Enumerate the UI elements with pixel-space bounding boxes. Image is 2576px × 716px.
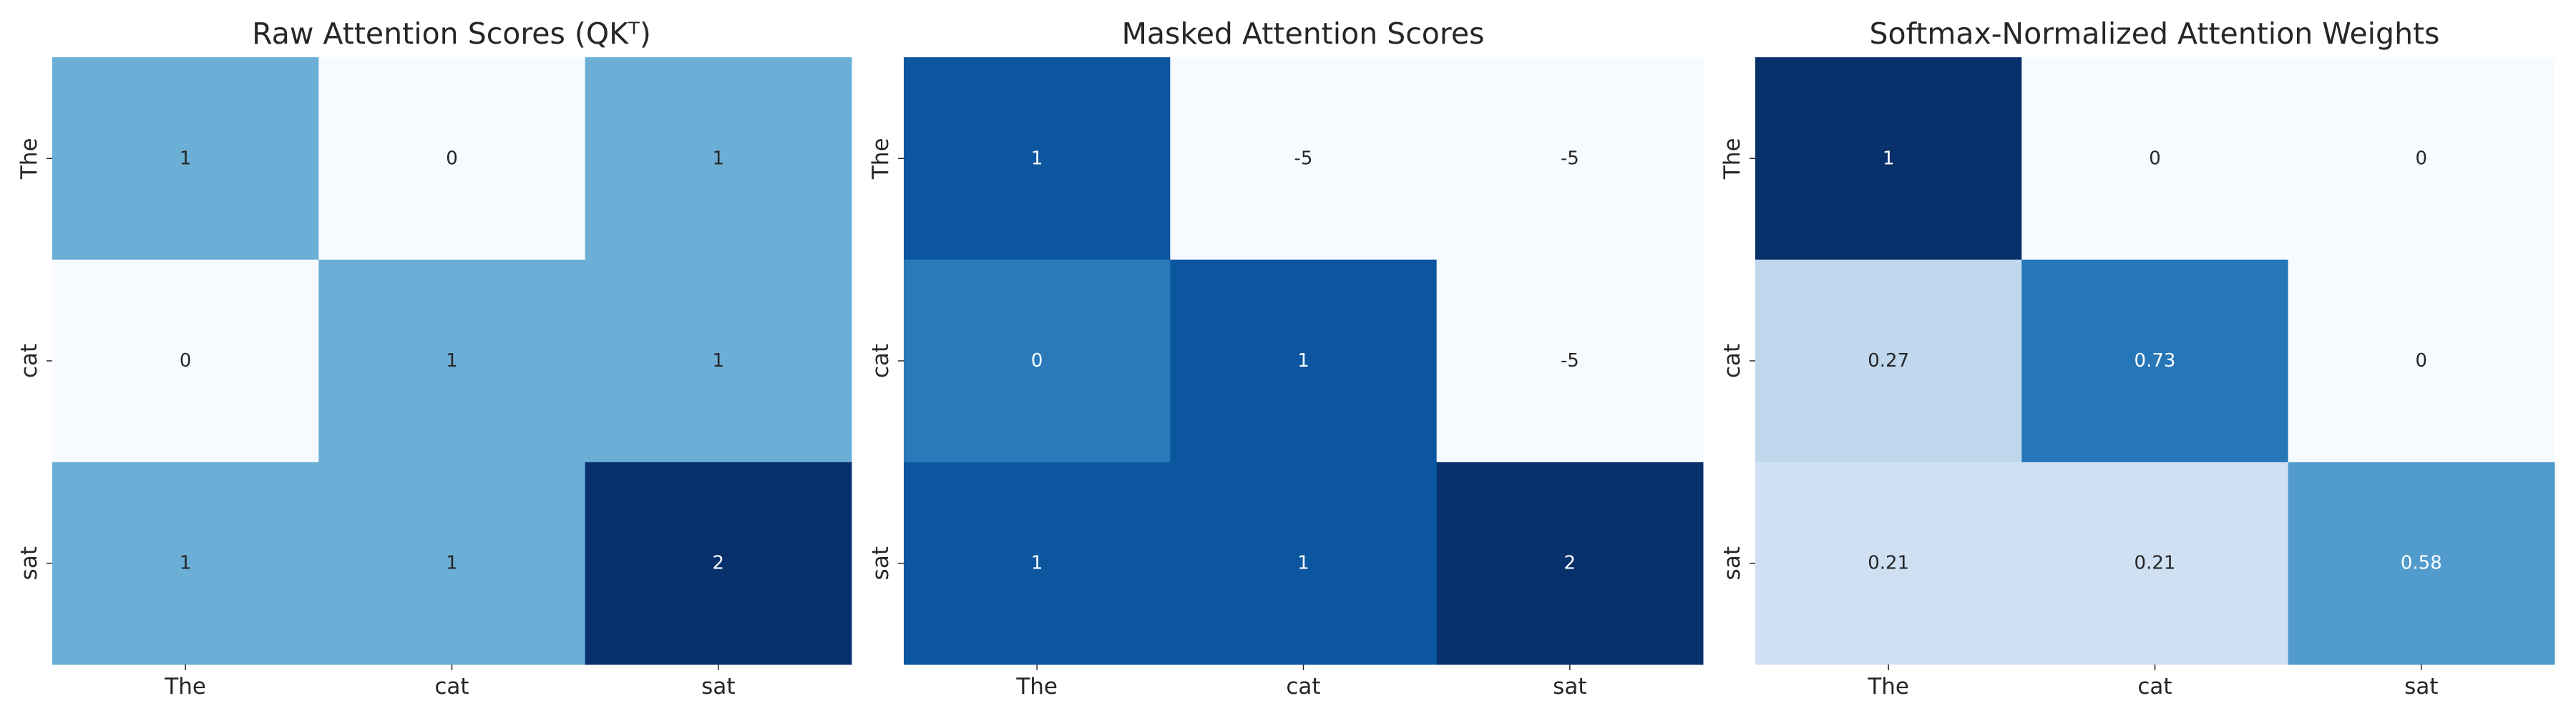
y-tick-label: sat bbox=[16, 546, 42, 580]
heatmap-cell bbox=[1436, 57, 1704, 261]
cell-value-label: 0.21 bbox=[1868, 553, 1909, 574]
heatmap-cell bbox=[2288, 57, 2555, 261]
x-tick-label: The bbox=[1015, 674, 1058, 700]
cell-value-label: -5 bbox=[1561, 350, 1579, 372]
cell-value-label: 1 bbox=[1297, 350, 1309, 372]
y-tick-label: sat bbox=[868, 546, 894, 580]
heatmap-cell bbox=[1170, 259, 1438, 463]
y-tick-label: The bbox=[16, 138, 42, 180]
heatmap-panel-masked-scores: Masked Attention Scores 1 -5 -5 0 1 -5 1 1 2 The c… bbox=[868, 16, 1704, 700]
x-tick-label: sat bbox=[2404, 674, 2438, 700]
heatmap-cell bbox=[1755, 462, 2022, 665]
heatmap-cell bbox=[904, 259, 1171, 463]
cell-value-label: 0 bbox=[2416, 147, 2428, 169]
cell-value-label: 0.21 bbox=[2135, 553, 2176, 574]
cell-value-label: 1 bbox=[713, 350, 725, 372]
heatmap-cell bbox=[318, 462, 586, 665]
panel-title: Masked Attention Scores bbox=[1122, 16, 1485, 51]
heatmap-cell bbox=[1436, 462, 1704, 665]
heatmap-cell bbox=[52, 57, 319, 261]
heatmap-cell bbox=[585, 462, 852, 665]
cell-value-label: 2 bbox=[1564, 553, 1576, 574]
cell-value-label: 1 bbox=[1031, 147, 1043, 169]
heatmap-cell bbox=[2021, 259, 2289, 463]
x-tick-label: The bbox=[164, 674, 206, 700]
x-tick-label: The bbox=[1867, 674, 1909, 700]
cell-value-label: 1 bbox=[180, 553, 192, 574]
y-tick-label: The bbox=[868, 138, 894, 180]
heatmap-cell bbox=[1170, 462, 1438, 665]
x-tick-label: cat bbox=[1286, 674, 1320, 700]
heatmap-cell bbox=[904, 57, 1171, 261]
heatmap-cell bbox=[2288, 259, 2555, 463]
heatmap-cell bbox=[1170, 57, 1438, 261]
heatmap-cell bbox=[2288, 462, 2555, 665]
heatmap-cell bbox=[52, 462, 319, 665]
cell-value-label: 0 bbox=[446, 147, 458, 169]
cell-value-label: 2 bbox=[713, 553, 725, 574]
y-tick-label: cat bbox=[16, 344, 42, 378]
heatmap-panel-raw-scores: Raw Attention Scores (QKᵀ) 1 0 1 0 1 1 1 1 2 The c… bbox=[16, 16, 852, 700]
heatmap-cell bbox=[2021, 462, 2289, 665]
x-tick-label: cat bbox=[2137, 674, 2172, 700]
heatmap-cell bbox=[1436, 259, 1704, 463]
cell-value-label: 1 bbox=[1297, 553, 1309, 574]
heatmap-cell bbox=[318, 57, 586, 261]
cell-value-label: 0 bbox=[1031, 350, 1043, 372]
x-tick-label: sat bbox=[1553, 674, 1586, 700]
panel-title: Softmax-Normalized Attention Weights bbox=[1869, 16, 2439, 51]
cell-value-label: 0 bbox=[180, 350, 192, 372]
cell-value-label: -5 bbox=[1561, 147, 1579, 169]
cell-value-label: 1 bbox=[1031, 553, 1043, 574]
heatmap-cell bbox=[318, 259, 586, 463]
cell-value-label: -5 bbox=[1294, 147, 1313, 169]
cell-value-label: 1 bbox=[446, 553, 458, 574]
cell-value-label: 1 bbox=[713, 147, 725, 169]
heatmap-panel-softmax-weights: Softmax-Normalized Attention Weights 1 0 0… bbox=[1719, 16, 2555, 700]
cell-value-label: 0.58 bbox=[2401, 553, 2442, 574]
heatmap-cell bbox=[52, 259, 319, 463]
cell-value-label: 0 bbox=[2149, 147, 2161, 169]
y-tick-label: The bbox=[1719, 138, 1745, 180]
heatmap-cell bbox=[585, 57, 852, 261]
heatmap-cell bbox=[1755, 57, 2022, 261]
cell-value-label: 1 bbox=[180, 147, 192, 169]
y-tick-label: sat bbox=[1719, 546, 1745, 580]
cell-value-label: 1 bbox=[1883, 147, 1895, 169]
cell-value-label: 0.73 bbox=[2135, 350, 2176, 372]
cell-value-label: 0 bbox=[2416, 350, 2428, 372]
heatmap-cell bbox=[904, 462, 1171, 665]
heatmap-cell bbox=[1755, 259, 2022, 463]
heatmap-cell bbox=[2021, 57, 2289, 261]
cell-value-label: 1 bbox=[446, 350, 458, 372]
heatmap-cell bbox=[585, 259, 852, 463]
panel-title: Raw Attention Scores (QKᵀ) bbox=[252, 16, 651, 51]
y-tick-label: cat bbox=[1719, 344, 1745, 378]
cell-value-label: 0.27 bbox=[1868, 350, 1909, 372]
x-tick-label: cat bbox=[434, 674, 469, 700]
x-tick-label: sat bbox=[701, 674, 735, 700]
y-tick-label: cat bbox=[868, 344, 894, 378]
